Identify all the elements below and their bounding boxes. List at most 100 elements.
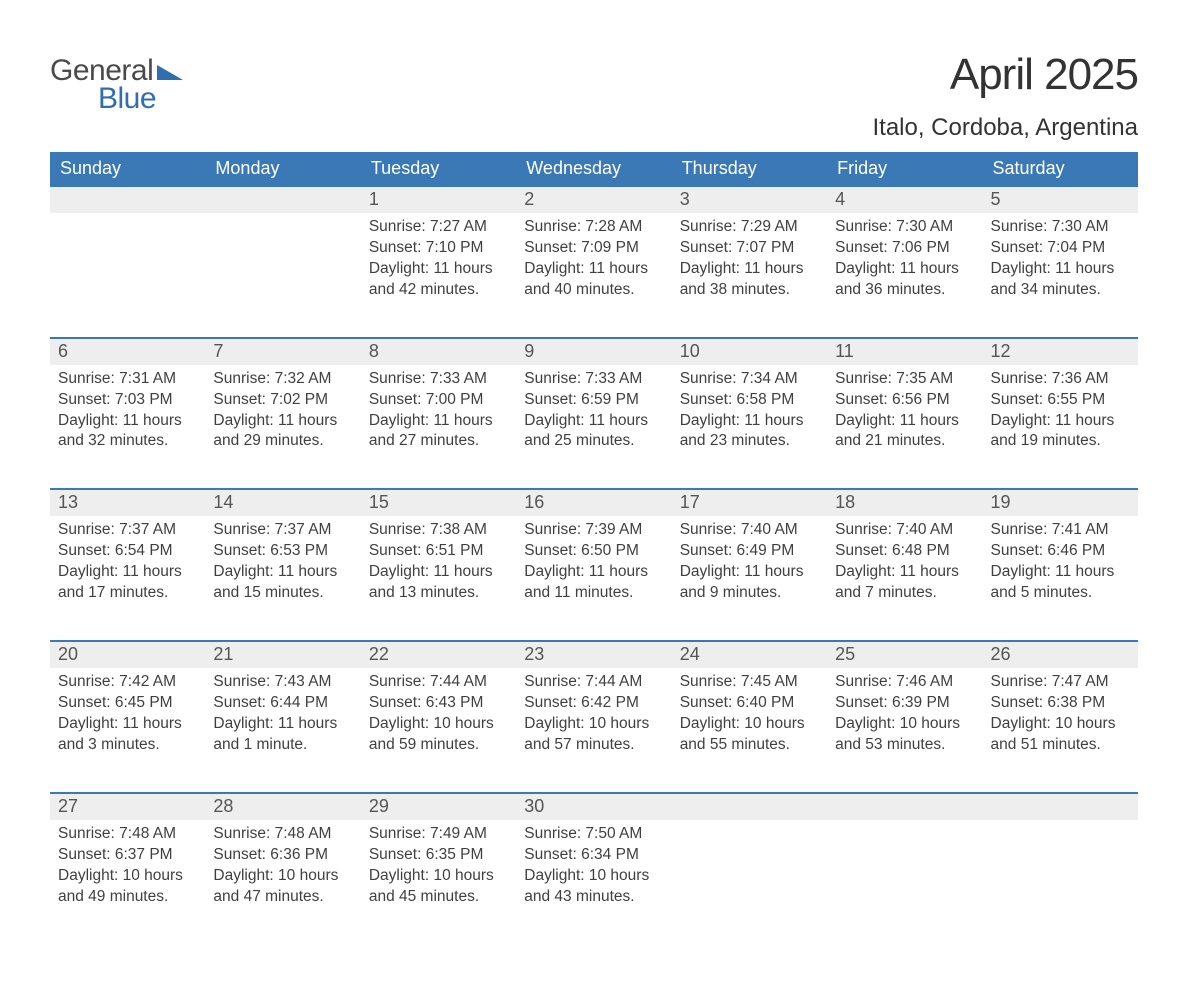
sunrise-line: Sunrise: 7:44 AM: [524, 672, 663, 693]
location-subtitle: Italo, Cordoba, Argentina: [872, 114, 1138, 142]
calendar-week-row: 27Sunrise: 7:48 AMSunset: 6:37 PMDayligh…: [50, 793, 1138, 944]
daylight-line: Daylight: 11 hours and 32 minutes.: [58, 411, 197, 453]
sunset-line: Sunset: 6:45 PM: [58, 693, 197, 714]
sunset-line: Sunset: 7:04 PM: [991, 238, 1130, 259]
sunset-line: Sunset: 6:34 PM: [524, 845, 663, 866]
daylight-line: Daylight: 11 hours and 11 minutes.: [524, 562, 663, 604]
day-number: 30: [516, 794, 671, 820]
day-body: Sunrise: 7:28 AMSunset: 7:09 PMDaylight:…: [516, 213, 671, 337]
day-number: 21: [205, 642, 360, 668]
sunset-line: Sunset: 6:55 PM: [991, 390, 1130, 411]
day-body: Sunrise: 7:29 AMSunset: 7:07 PMDaylight:…: [672, 213, 827, 337]
day-number: 4: [827, 187, 982, 213]
day-number: [205, 187, 360, 213]
weekday-header: Sunday: [50, 152, 205, 187]
calendar-cell: 22Sunrise: 7:44 AMSunset: 6:43 PMDayligh…: [361, 641, 516, 793]
day-number: [983, 794, 1138, 820]
day-body: Sunrise: 7:37 AMSunset: 6:53 PMDaylight:…: [205, 516, 360, 640]
day-number: 18: [827, 490, 982, 516]
sunrise-line: Sunrise: 7:36 AM: [991, 369, 1130, 390]
sunset-line: Sunset: 6:51 PM: [369, 541, 508, 562]
day-number: 5: [983, 187, 1138, 213]
day-number: 20: [50, 642, 205, 668]
sunrise-line: Sunrise: 7:30 AM: [835, 217, 974, 238]
calendar-cell: 18Sunrise: 7:40 AMSunset: 6:48 PMDayligh…: [827, 489, 982, 641]
day-number: 12: [983, 339, 1138, 365]
sunrise-line: Sunrise: 7:50 AM: [524, 824, 663, 845]
day-body: [983, 820, 1138, 920]
weekday-header: Thursday: [672, 152, 827, 187]
daylight-line: Daylight: 10 hours and 51 minutes.: [991, 714, 1130, 756]
day-body: Sunrise: 7:27 AMSunset: 7:10 PMDaylight:…: [361, 213, 516, 337]
calendar-cell: [983, 793, 1138, 944]
sunset-line: Sunset: 7:07 PM: [680, 238, 819, 259]
day-body: Sunrise: 7:33 AMSunset: 7:00 PMDaylight:…: [361, 365, 516, 489]
sunset-line: Sunset: 6:59 PM: [524, 390, 663, 411]
sunrise-line: Sunrise: 7:48 AM: [213, 824, 352, 845]
daylight-line: Daylight: 11 hours and 13 minutes.: [369, 562, 508, 604]
sunset-line: Sunset: 6:48 PM: [835, 541, 974, 562]
sunset-line: Sunset: 6:40 PM: [680, 693, 819, 714]
daylight-line: Daylight: 11 hours and 9 minutes.: [680, 562, 819, 604]
sunrise-line: Sunrise: 7:35 AM: [835, 369, 974, 390]
calendar-cell: 21Sunrise: 7:43 AMSunset: 6:44 PMDayligh…: [205, 641, 360, 793]
calendar-cell: 2Sunrise: 7:28 AMSunset: 7:09 PMDaylight…: [516, 187, 671, 338]
day-body: Sunrise: 7:30 AMSunset: 7:06 PMDaylight:…: [827, 213, 982, 337]
sunrise-line: Sunrise: 7:49 AM: [369, 824, 508, 845]
sunrise-line: Sunrise: 7:37 AM: [213, 520, 352, 541]
calendar-cell: [672, 793, 827, 944]
day-number: 14: [205, 490, 360, 516]
calendar-week-row: 1Sunrise: 7:27 AMSunset: 7:10 PMDaylight…: [50, 187, 1138, 338]
day-number: [672, 794, 827, 820]
day-number: 15: [361, 490, 516, 516]
day-body: Sunrise: 7:36 AMSunset: 6:55 PMDaylight:…: [983, 365, 1138, 489]
sunset-line: Sunset: 6:44 PM: [213, 693, 352, 714]
daylight-line: Daylight: 10 hours and 53 minutes.: [835, 714, 974, 756]
daylight-line: Daylight: 11 hours and 15 minutes.: [213, 562, 352, 604]
day-body: Sunrise: 7:49 AMSunset: 6:35 PMDaylight:…: [361, 820, 516, 944]
sunset-line: Sunset: 6:58 PM: [680, 390, 819, 411]
day-body: Sunrise: 7:39 AMSunset: 6:50 PMDaylight:…: [516, 516, 671, 640]
calendar-cell: 4Sunrise: 7:30 AMSunset: 7:06 PMDaylight…: [827, 187, 982, 338]
day-body: Sunrise: 7:31 AMSunset: 7:03 PMDaylight:…: [50, 365, 205, 489]
sunrise-line: Sunrise: 7:42 AM: [58, 672, 197, 693]
day-body: Sunrise: 7:45 AMSunset: 6:40 PMDaylight:…: [672, 668, 827, 792]
daylight-line: Daylight: 10 hours and 43 minutes.: [524, 866, 663, 908]
sunset-line: Sunset: 6:42 PM: [524, 693, 663, 714]
day-number: 23: [516, 642, 671, 668]
day-number: 16: [516, 490, 671, 516]
sunset-line: Sunset: 7:03 PM: [58, 390, 197, 411]
day-number: 13: [50, 490, 205, 516]
daylight-line: Daylight: 11 hours and 38 minutes.: [680, 259, 819, 301]
day-body: Sunrise: 7:32 AMSunset: 7:02 PMDaylight:…: [205, 365, 360, 489]
day-body: Sunrise: 7:46 AMSunset: 6:39 PMDaylight:…: [827, 668, 982, 792]
sunrise-line: Sunrise: 7:40 AM: [680, 520, 819, 541]
calendar-cell: 7Sunrise: 7:32 AMSunset: 7:02 PMDaylight…: [205, 338, 360, 490]
day-body: Sunrise: 7:33 AMSunset: 6:59 PMDaylight:…: [516, 365, 671, 489]
sunrise-line: Sunrise: 7:33 AM: [369, 369, 508, 390]
daylight-line: Daylight: 11 hours and 34 minutes.: [991, 259, 1130, 301]
calendar-cell: 28Sunrise: 7:48 AMSunset: 6:36 PMDayligh…: [205, 793, 360, 944]
day-number: 1: [361, 187, 516, 213]
day-body: Sunrise: 7:50 AMSunset: 6:34 PMDaylight:…: [516, 820, 671, 944]
day-number: 27: [50, 794, 205, 820]
day-body: Sunrise: 7:47 AMSunset: 6:38 PMDaylight:…: [983, 668, 1138, 792]
page-title: April 2025: [872, 50, 1138, 100]
sunset-line: Sunset: 7:00 PM: [369, 390, 508, 411]
sunrise-line: Sunrise: 7:45 AM: [680, 672, 819, 693]
sunset-line: Sunset: 6:35 PM: [369, 845, 508, 866]
calendar-cell: 1Sunrise: 7:27 AMSunset: 7:10 PMDaylight…: [361, 187, 516, 338]
weekday-header: Tuesday: [361, 152, 516, 187]
sunrise-line: Sunrise: 7:28 AM: [524, 217, 663, 238]
daylight-line: Daylight: 11 hours and 3 minutes.: [58, 714, 197, 756]
sunset-line: Sunset: 6:49 PM: [680, 541, 819, 562]
calendar-cell: 11Sunrise: 7:35 AMSunset: 6:56 PMDayligh…: [827, 338, 982, 490]
day-number: [50, 187, 205, 213]
header-row: General Blue April 2025 Italo, Cordoba, …: [50, 50, 1138, 142]
sunrise-line: Sunrise: 7:30 AM: [991, 217, 1130, 238]
daylight-line: Daylight: 11 hours and 36 minutes.: [835, 259, 974, 301]
day-body: [827, 820, 982, 920]
sunrise-line: Sunrise: 7:32 AM: [213, 369, 352, 390]
daylight-line: Daylight: 10 hours and 47 minutes.: [213, 866, 352, 908]
calendar-cell: 10Sunrise: 7:34 AMSunset: 6:58 PMDayligh…: [672, 338, 827, 490]
